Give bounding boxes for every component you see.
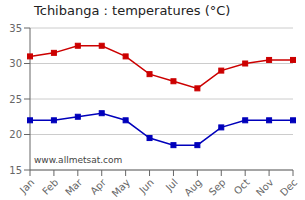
svg-text:35: 35	[9, 23, 22, 34]
svg-text:25: 25	[9, 94, 22, 105]
svg-text:Sep: Sep	[207, 177, 228, 198]
svg-text:Oct: Oct	[232, 177, 252, 197]
svg-text:Dec: Dec	[278, 177, 297, 198]
html-text:www.allmetsat.com: www.allmetsat.com	[34, 155, 123, 165]
svg-text:30: 30	[9, 58, 22, 69]
svg-text:Apr: Apr	[88, 176, 109, 197]
svg-text:Mar: Mar	[63, 176, 85, 198]
svg-text:Jan: Jan	[17, 177, 36, 196]
svg-text:Jun: Jun	[136, 177, 156, 197]
svg-text:Aug: Aug	[182, 177, 204, 199]
html-text:Tchibanga : temperatures (°C): Tchibanga : temperatures (°C)	[34, 3, 231, 18]
svg-text:Nov: Nov	[254, 177, 276, 199]
svg-text:20: 20	[9, 129, 22, 140]
svg-text:May: May	[110, 177, 132, 199]
svg-text:15: 15	[9, 165, 22, 176]
svg-text:Jul: Jul	[163, 177, 180, 194]
svg-text:Feb: Feb	[40, 177, 60, 197]
